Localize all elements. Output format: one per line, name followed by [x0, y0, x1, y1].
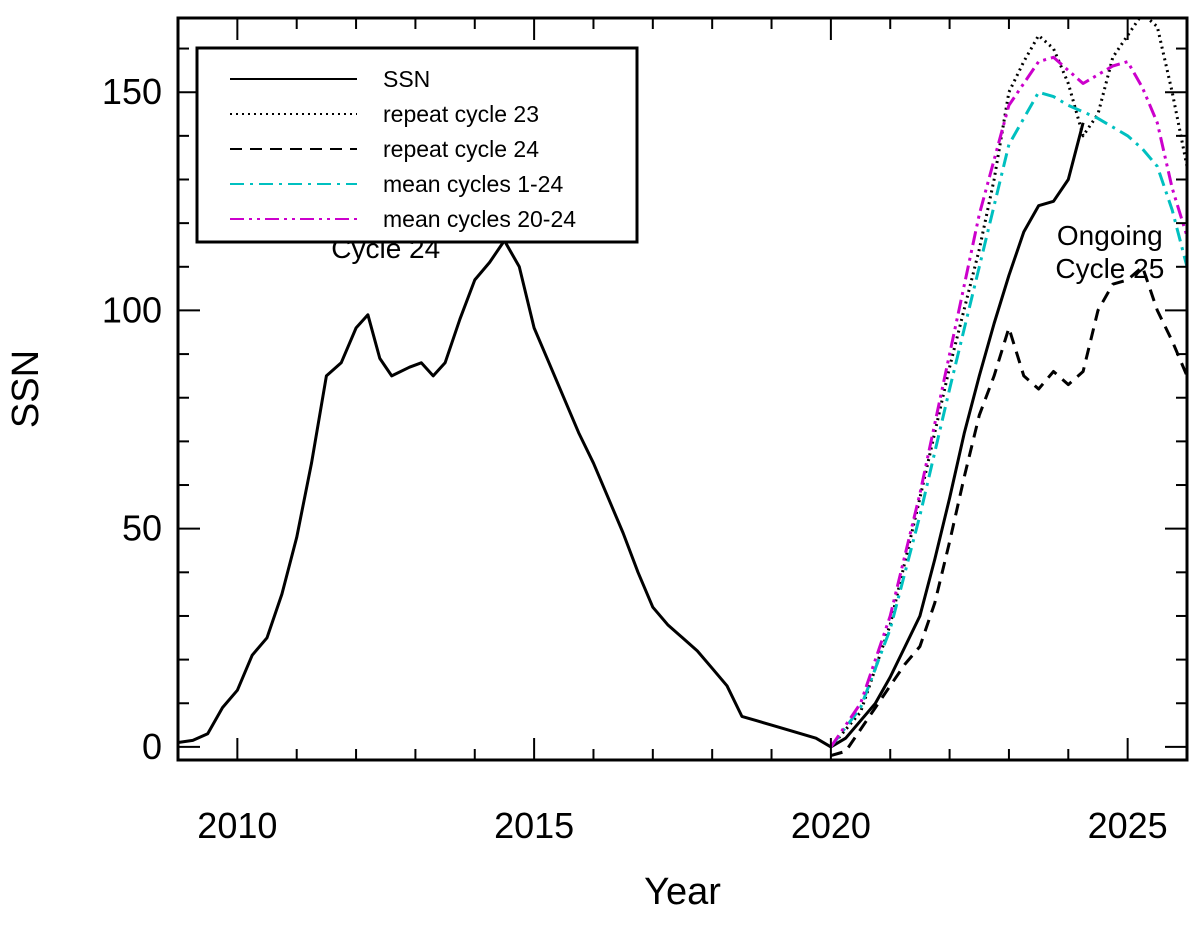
series-line-4: [829, 55, 1187, 748]
legend-label-mean-1-24: mean cycles 1-24: [383, 171, 563, 197]
legend-label-repeat-24: repeat cycle 24: [383, 136, 539, 162]
series-line-0: [178, 122, 1085, 749]
legend-box: [195, 46, 639, 244]
x-tick-label: 2025: [1088, 805, 1168, 846]
plot-frame: [176, 16, 1189, 762]
x-tick-label: 2020: [791, 805, 871, 846]
y-axis-title: SSN: [5, 350, 47, 428]
legend-label-repeat-23: repeat cycle 23: [383, 101, 539, 127]
x-tick-label: 2015: [494, 805, 574, 846]
y-tick-label: 100: [102, 289, 162, 330]
y-tick-label: 0: [142, 726, 162, 767]
axis-ticks: 2010 2015 2020 2025 0 50 100 150: [102, 18, 1188, 846]
series-group: [178, 18, 1187, 758]
y-tick-label: 50: [122, 508, 162, 549]
x-axis-title: Year: [644, 871, 721, 913]
series-line-1: [829, 18, 1187, 748]
annotation-cycle25: Ongoing Cycle 25: [1055, 220, 1164, 284]
legend: SSN repeat cycle 23 repeat cycle 24 mean…: [195, 46, 639, 244]
legend-label-mean-20-24: mean cycles 20-24: [383, 206, 576, 232]
series-line-2: [830, 265, 1187, 758]
legend-label-ssn: SSN: [383, 66, 430, 92]
series-line-3: [829, 90, 1187, 748]
x-tick-label: 2010: [197, 805, 277, 846]
y-tick-label: 150: [102, 71, 162, 112]
